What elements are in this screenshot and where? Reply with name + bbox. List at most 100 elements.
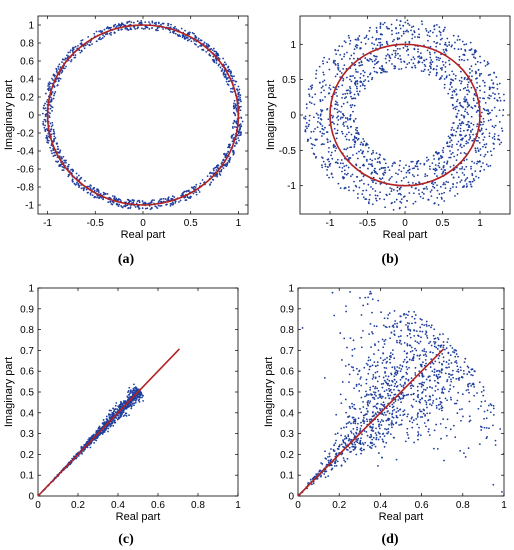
scatter-point xyxy=(54,91,57,93)
scatter-point xyxy=(424,414,426,417)
scatter-point xyxy=(375,325,378,328)
scatter-point xyxy=(78,186,80,189)
scatter-point xyxy=(421,323,423,326)
scatter-point xyxy=(479,89,481,92)
scatter-point xyxy=(209,175,212,178)
scatter-point xyxy=(431,162,434,165)
x-tick-label: 0.2 xyxy=(71,500,85,511)
scatter-point xyxy=(448,44,451,46)
scatter-point xyxy=(373,171,376,174)
scatter-point xyxy=(413,31,416,34)
scatter-point xyxy=(405,164,407,167)
scatter-point xyxy=(471,107,474,110)
scatter-point xyxy=(307,139,310,141)
scatter-point xyxy=(50,98,53,101)
scatter-point xyxy=(212,169,215,172)
scatter-point xyxy=(134,401,137,404)
scatter-point xyxy=(239,109,242,112)
scatter-point xyxy=(169,26,172,29)
scatter-point xyxy=(44,92,47,95)
scatter-point xyxy=(322,71,325,74)
scatter-point xyxy=(328,165,331,167)
scatter-point xyxy=(418,55,421,58)
scatter-point xyxy=(321,80,324,83)
scatter-point xyxy=(359,76,362,79)
scatter-point xyxy=(343,55,345,58)
scatter-point xyxy=(315,112,318,115)
scatter-point xyxy=(464,108,467,111)
scatter-point xyxy=(357,422,359,425)
scatter-point xyxy=(138,199,141,202)
scatter-point xyxy=(346,92,349,95)
scatter-point xyxy=(334,75,337,78)
scatter-point xyxy=(321,143,324,145)
scatter-point xyxy=(319,113,322,116)
scatter-point xyxy=(434,390,437,392)
scatter-point xyxy=(359,72,362,75)
scatter-point xyxy=(372,385,375,388)
scatter-point xyxy=(44,115,47,118)
scatter-point xyxy=(392,349,394,351)
scatter-point xyxy=(496,87,499,90)
scatter-point xyxy=(119,414,122,417)
scatter-point xyxy=(358,133,360,136)
scatter-point xyxy=(340,116,343,119)
scatter-point xyxy=(413,329,415,331)
scatter-point xyxy=(323,89,325,92)
scatter-point xyxy=(416,165,419,168)
scatter-point xyxy=(461,171,464,174)
scatter-point xyxy=(388,312,391,314)
scatter-point xyxy=(405,377,407,380)
scatter-point xyxy=(466,86,469,88)
scatter-point xyxy=(407,325,409,328)
scatter-point xyxy=(471,174,474,177)
scatter-point xyxy=(227,160,230,162)
scatter-point xyxy=(335,464,338,467)
scatter-point xyxy=(386,48,389,51)
scatter-point xyxy=(387,382,390,385)
scatter-point xyxy=(379,435,382,438)
scatter-point xyxy=(43,126,46,129)
scatter-point xyxy=(449,187,452,190)
scatter-point xyxy=(465,89,468,92)
scatter-point xyxy=(429,190,432,193)
scatter-point xyxy=(433,328,436,331)
scatter-point xyxy=(501,130,504,132)
scatter-point xyxy=(421,383,424,386)
scatter-point xyxy=(193,32,195,35)
scatter-point xyxy=(446,341,449,343)
scatter-point xyxy=(480,121,483,124)
scatter-point xyxy=(365,407,368,410)
scatter-point xyxy=(431,394,434,397)
scatter-point xyxy=(463,372,465,375)
scatter-point xyxy=(446,160,449,163)
scatter-point xyxy=(106,33,109,35)
scatter-point xyxy=(303,117,305,119)
scatter-point xyxy=(379,357,382,359)
scatter-point xyxy=(391,63,393,65)
scatter-point xyxy=(375,62,378,65)
scatter-point xyxy=(316,126,319,129)
scatter-point xyxy=(347,172,349,175)
scatter-point xyxy=(119,413,121,415)
scatter-point xyxy=(433,28,436,31)
scatter-point xyxy=(459,449,462,452)
scatter-point xyxy=(459,143,462,146)
scatter-point xyxy=(405,394,408,396)
scatter-point xyxy=(185,37,187,40)
scatter-point xyxy=(455,349,458,352)
scatter-point xyxy=(428,51,431,54)
scatter-point xyxy=(405,356,408,359)
panel-label: (c) xyxy=(118,532,134,547)
scatter-point xyxy=(69,51,71,53)
y-tick-label: 0.3 xyxy=(20,429,34,440)
scatter-point xyxy=(351,61,353,64)
scatter-point xyxy=(405,176,408,178)
scatter-point xyxy=(344,435,347,437)
scatter-point xyxy=(330,172,333,175)
scatter-point xyxy=(116,418,119,421)
scatter-point xyxy=(310,483,313,486)
scatter-point xyxy=(371,298,374,301)
scatter-point xyxy=(456,365,459,368)
